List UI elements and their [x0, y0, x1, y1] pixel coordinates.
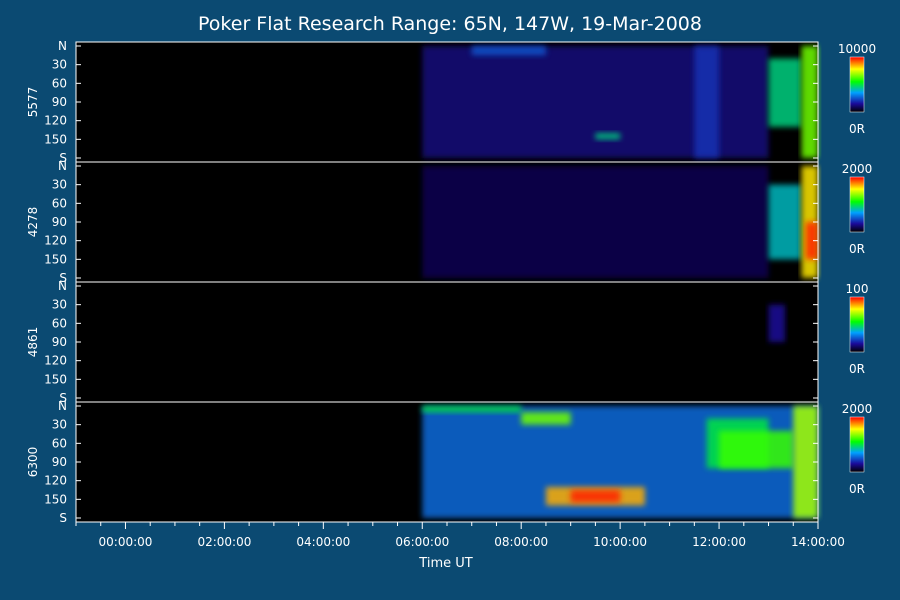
x-tick-label: 06:00:00: [395, 535, 449, 549]
emission-region: [694, 46, 720, 158]
colorbar-min-label: 0R: [849, 362, 865, 376]
colorbar-min-label: 0R: [849, 122, 865, 136]
y-tick-label: S: [59, 271, 67, 285]
y-tick-label: 90: [52, 455, 67, 469]
x-tick-label: 08:00:00: [494, 535, 548, 549]
y-tick-label: 60: [52, 76, 67, 90]
colorbar-min-label: 0R: [849, 482, 865, 496]
colorbar-max-label: 100: [846, 282, 869, 296]
y-tick-label: 90: [52, 95, 67, 109]
y-tick-label: 60: [52, 316, 67, 330]
y-tick-label: 30: [52, 178, 67, 192]
y-tick-label: N: [58, 279, 67, 293]
y-tick-label: N: [58, 399, 67, 413]
panel-ylabel: 6300: [26, 447, 40, 478]
colorbar-max-label: 10000: [838, 42, 876, 56]
y-tick-label: 90: [52, 215, 67, 229]
y-tick-label: 30: [52, 298, 67, 312]
emission-region: [719, 430, 794, 469]
colorbar-max-label: 2000: [842, 162, 873, 176]
x-axis: 00:00:00 02:00:00 04:00:00 06:00:00 08:00:00…: [75, 522, 845, 549]
panels-group: N 30 60 90 120 150 S 5577 10000 0R N 30 60 90 120 150 S 4…: [26, 39, 876, 525]
panel-background: [76, 282, 818, 402]
y-tick-label: 150: [44, 252, 67, 266]
emission-region: [570, 490, 621, 503]
emission-region: [521, 412, 571, 425]
panel-ylabel: 4278: [26, 207, 40, 238]
y-tick-label: S: [59, 391, 67, 405]
emission-region: [471, 46, 546, 56]
emission-region: [768, 58, 802, 127]
y-tick-label: 60: [52, 436, 67, 450]
emission-region: [768, 184, 802, 260]
emission-region: [595, 133, 621, 140]
chart-title: Poker Flat Research Range: 65N, 147W, 19…: [198, 13, 702, 35]
colorbar: [849, 296, 865, 353]
x-tick-label: 10:00:00: [593, 535, 647, 549]
y-tick-label: 120: [44, 234, 67, 248]
panel-4278: N 30 60 90 120 150 S 4278 2000 0R: [26, 159, 872, 285]
x-axis-label: Time UT: [418, 556, 472, 571]
panel-ylabel: 5577: [26, 87, 40, 118]
y-tick-label: 150: [44, 492, 67, 506]
emission-region: [801, 46, 818, 158]
y-tick-label: 60: [52, 196, 67, 210]
colorbar: [849, 416, 865, 473]
y-tick-label: 30: [52, 58, 67, 72]
emission-region: [768, 304, 786, 342]
y-tick-label: S: [59, 151, 67, 165]
x-tick-label: 02:00:00: [197, 535, 251, 549]
emission-region: [422, 406, 522, 413]
x-tick-label: 00:00:00: [99, 535, 153, 549]
x-tick-label: 12:00:00: [692, 535, 746, 549]
emission-region: [805, 222, 818, 260]
y-tick-label: 120: [44, 474, 67, 488]
y-tick-label: S: [59, 511, 67, 525]
panel-5577: N 30 60 90 120 150 S 5577 10000 0R: [26, 39, 876, 165]
y-tick-label: 120: [44, 354, 67, 368]
y-tick-label: 150: [44, 132, 67, 146]
y-tick-label: 150: [44, 372, 67, 386]
y-tick-label: N: [58, 159, 67, 173]
colorbar: [849, 56, 865, 113]
y-tick-label: N: [58, 39, 67, 53]
panel-ylabel: 4861: [26, 327, 40, 358]
y-tick-label: 90: [52, 335, 67, 349]
colorbar: [849, 176, 865, 233]
y-tick-label: 120: [44, 114, 67, 128]
panel-4861: N 30 60 90 120 150 S 4861 100 0R: [26, 279, 868, 405]
colorbar-max-label: 2000: [842, 402, 873, 416]
x-tick-label: 04:00:00: [296, 535, 350, 549]
emission-region: [422, 166, 769, 278]
y-tick-label: 30: [52, 418, 67, 432]
x-tick-label: 14:00:00: [791, 535, 845, 549]
colorbar-min-label: 0R: [849, 242, 865, 256]
panel-6300: N 30 60 90 120 150 S 6300 2000 0R: [26, 399, 872, 525]
